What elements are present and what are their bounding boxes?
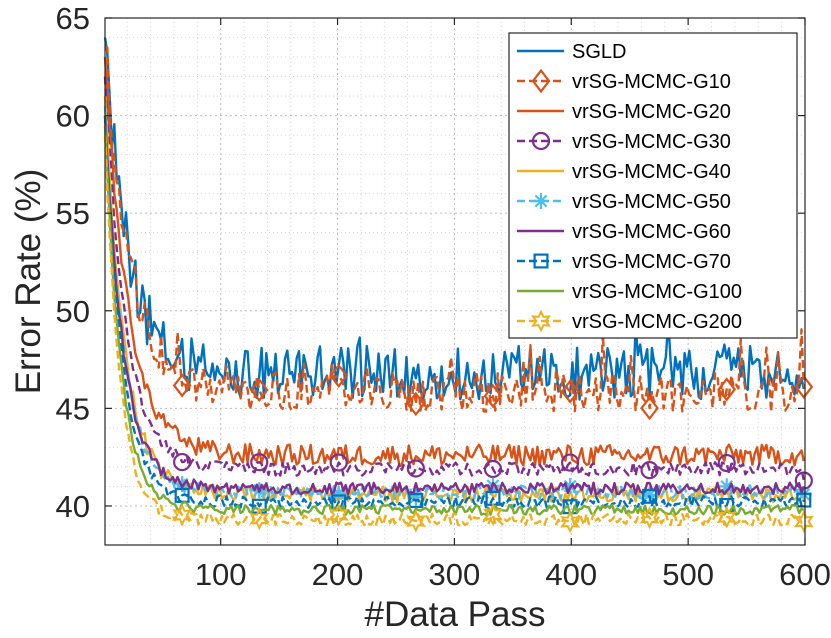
legend-marker	[533, 193, 549, 209]
series-marker	[331, 494, 347, 510]
legend-entry: vrSG-MCMC-G60	[517, 221, 731, 243]
y-tick-label: 55	[56, 196, 90, 231]
series-marker	[639, 506, 660, 530]
legend-entry: vrSG-MCMC-G10	[517, 68, 731, 94]
legend-entry: vrSG-MCMC-G100	[517, 281, 742, 303]
series-marker	[717, 453, 736, 473]
series-marker	[249, 377, 269, 403]
series-marker	[640, 395, 659, 421]
series-marker	[560, 379, 580, 404]
legend-marker	[533, 253, 549, 269]
x-tick-label: 200	[312, 557, 364, 592]
series-line	[103, 115, 805, 509]
series-vrsg-mcmc-g10	[104, 46, 814, 421]
legend-entry: vrSG-MCMC-G40	[517, 161, 731, 183]
legend-entry: vrSG-MCMC-G70	[517, 251, 731, 273]
series-marker	[406, 459, 425, 478]
series-vrsg-mcmc-g200	[103, 135, 814, 534]
series-marker	[172, 373, 192, 398]
series-line	[103, 56, 805, 467]
series-marker	[250, 453, 269, 472]
y-tick-label: 40	[56, 489, 90, 524]
y-axis-label: Error Rate (%)	[9, 169, 48, 395]
legend-label: vrSG-MCMC-G200	[572, 311, 742, 333]
series-marker	[482, 503, 503, 527]
series-marker	[483, 459, 503, 479]
series-line	[104, 46, 805, 414]
series-marker	[173, 452, 192, 472]
plot-area	[103, 37, 814, 534]
series-vrsg-mcmc-g60	[103, 115, 805, 496]
series-marker	[172, 503, 193, 527]
series-marker	[561, 453, 580, 472]
grid	[105, 17, 806, 545]
legend-label: vrSG-MCMC-G30	[572, 131, 731, 153]
series-marker	[405, 509, 426, 533]
legend-entry: SGLD	[517, 41, 626, 63]
legend-entry: vrSG-MCMC-G50	[517, 191, 731, 213]
series-line	[103, 76, 805, 481]
series-marker	[329, 363, 349, 388]
y-tick-label: 45	[56, 391, 90, 426]
legend-label: SGLD	[572, 41, 626, 63]
series-marker	[174, 476, 191, 493]
y-tick-label: 50	[56, 294, 90, 329]
legend-label: vrSG-MCMC-G70	[572, 251, 731, 273]
series-marker	[407, 489, 424, 506]
series-marker	[249, 507, 270, 531]
axes: 100 200 300 400 500 600 40 45 50 55 60 65	[56, 1, 831, 592]
series-marker	[642, 488, 658, 504]
series-marker	[483, 383, 503, 409]
legend-label: vrSG-MCMC-G60	[572, 221, 731, 243]
series-vrsg-mcmc-g100	[103, 125, 805, 516]
x-tick-label: 400	[545, 557, 597, 592]
series-marker	[251, 498, 267, 514]
legend-label: vrSG-MCMC-G40	[572, 161, 731, 183]
series-marker	[717, 377, 737, 402]
series-marker	[718, 478, 735, 495]
legend: SGLD vrSG-MCMC-G10 vrSG-MCMC-G20 vrSG-MCMC-…	[508, 32, 798, 339]
series-marker	[174, 487, 190, 503]
series-marker	[641, 486, 658, 503]
y-tick-label: 65	[56, 1, 90, 36]
series-marker	[330, 485, 347, 502]
series-vrsg-mcmc-g30	[103, 76, 813, 490]
series-line	[103, 125, 805, 516]
series-line	[103, 135, 805, 527]
series-vrsg-mcmc-g20	[103, 56, 805, 467]
x-tick-label: 600	[779, 557, 831, 592]
series-marker	[640, 461, 659, 480]
legend-entry: vrSG-MCMC-G20	[517, 101, 731, 123]
series-marker	[560, 510, 581, 534]
legend-label: vrSG-MCMC-G50	[572, 191, 731, 213]
y-tick-label: 60	[56, 99, 90, 134]
x-tick-label: 100	[195, 557, 247, 592]
series-line	[103, 96, 805, 504]
legend-marker	[531, 131, 551, 151]
series-marker	[406, 391, 426, 417]
x-axis-label: #Data Pass	[365, 595, 546, 634]
x-tick-label: 500	[662, 557, 714, 592]
series-marker	[794, 374, 814, 400]
legend-label: vrSG-MCMC-G100	[572, 281, 742, 303]
series-line	[103, 115, 805, 496]
x-tick-label: 300	[429, 557, 481, 592]
legend-marker	[531, 309, 551, 333]
series-marker	[329, 453, 348, 472]
legend-entry: vrSG-MCMC-G30	[517, 131, 731, 153]
legend-label: vrSG-MCMC-G10	[572, 71, 731, 93]
series-marker	[408, 493, 424, 509]
series-marker	[328, 503, 349, 527]
series-marker	[793, 510, 814, 534]
series-vrsg-mcmc-g40	[103, 96, 805, 504]
series-marker	[716, 505, 737, 529]
legend-label: vrSG-MCMC-G20	[572, 101, 731, 123]
legend-entry: vrSG-MCMC-G200	[517, 309, 742, 333]
legend-box	[508, 32, 798, 339]
legend-marker	[531, 68, 551, 94]
